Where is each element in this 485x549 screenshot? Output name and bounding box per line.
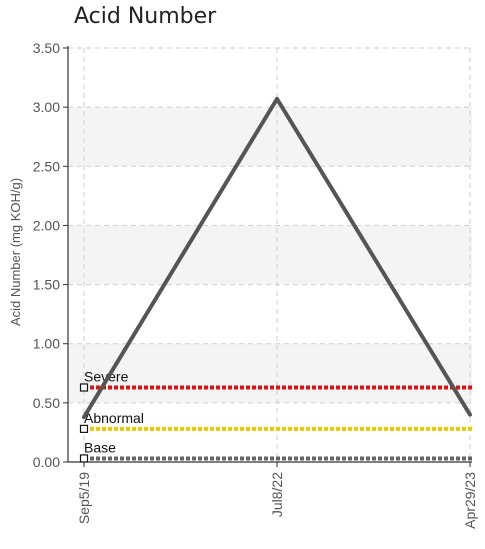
x-tick-label: Sep5/19 [76,472,92,524]
y-tick-label: 1.00 [33,336,60,352]
y-tick-label: 0.00 [33,454,60,470]
x-tick-label: Apr29/23 [462,472,478,529]
y-tick-label: 2.50 [33,158,60,174]
y-ticks: 0.00 0.50 1.00 1.50 2.00 2.50 3.00 3.50 [33,40,68,470]
plot-band [68,343,472,403]
plot-band [68,225,472,285]
reference-label-base: Base [84,439,116,455]
gridlines [68,47,472,463]
y-tick-label: 3.00 [33,99,60,115]
y-tick-label: 2.00 [33,217,60,233]
series-line [82,96,472,420]
reference-marker-base [79,454,89,463]
x-ticks: Sep5/19 Jul8/22 Apr29/23 [76,462,478,529]
y-axis-label: Acid Number (mg KOH/g) [8,178,23,326]
series [82,96,472,420]
x-tick-label: Jul8/22 [269,472,285,517]
chart-title: Acid Number [74,4,217,29]
reference-marker-abnormal [79,424,89,433]
reference-marker-severe [79,383,89,392]
reference-label-abnormal: Abnormal [84,410,144,426]
y-tick-label: 3.50 [33,40,60,56]
y-tick-label: 0.50 [33,395,60,411]
y-tick-label: 1.50 [33,277,60,293]
axes [67,46,472,463]
plot-band [68,107,472,167]
plot-bands [68,107,472,403]
